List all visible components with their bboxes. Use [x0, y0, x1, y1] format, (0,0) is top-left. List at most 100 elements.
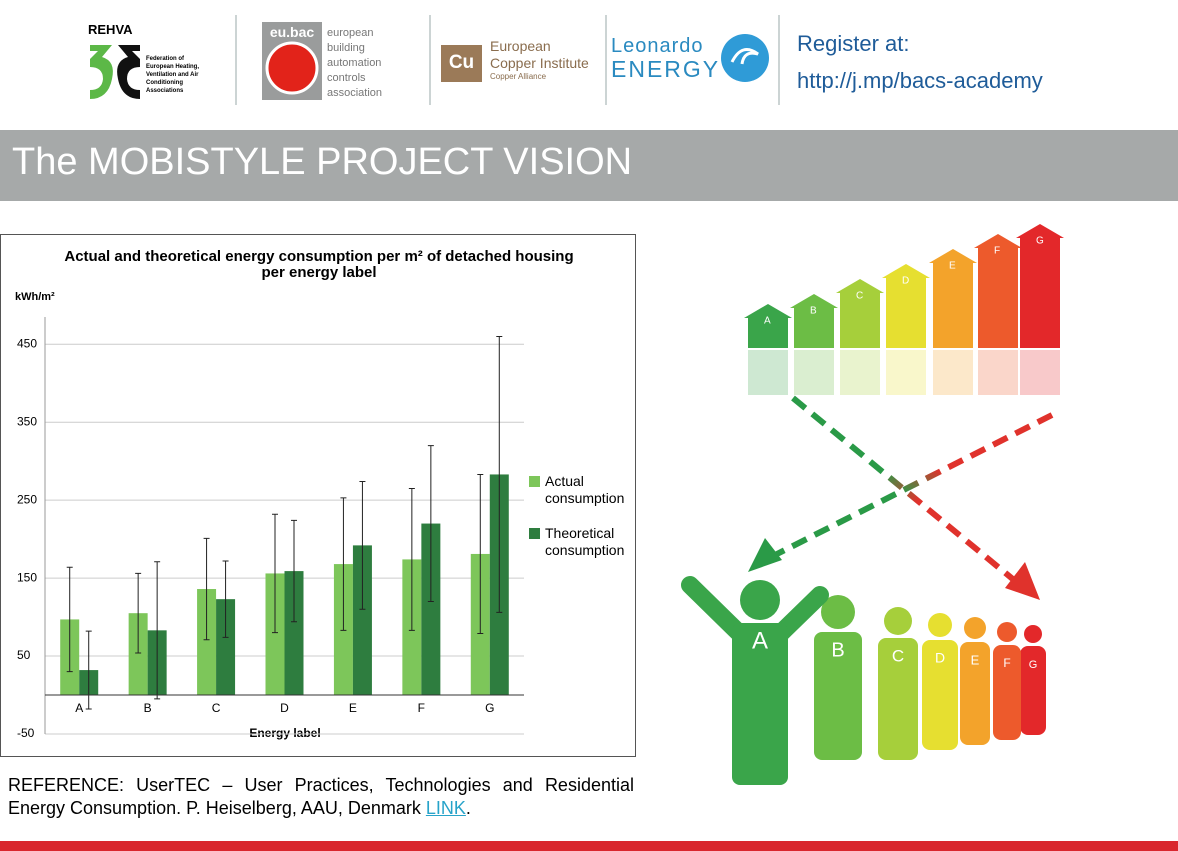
- y-tick-label: 150: [17, 570, 37, 584]
- eubac-text: european building automation controls associ…: [327, 26, 382, 101]
- banner: [0, 130, 1178, 201]
- house-body: [748, 318, 788, 348]
- person-letter: F: [1003, 656, 1010, 670]
- house-roof: [1016, 224, 1064, 238]
- reference-link[interactable]: LINK: [425, 798, 466, 818]
- house-letter: F: [994, 246, 1000, 257]
- error-bar: [272, 513, 278, 634]
- person-head: [821, 595, 855, 629]
- bar: [216, 599, 236, 696]
- person-head: [740, 580, 780, 620]
- arrow-head: [1005, 562, 1040, 600]
- x-tick-label: G: [485, 701, 494, 715]
- x-tick-label: F: [418, 701, 425, 715]
- bar: [265, 573, 285, 696]
- bar: [352, 545, 372, 696]
- error-bar: [222, 560, 229, 638]
- house-roof: [929, 249, 977, 263]
- legend: Actual consumption Theoretical consumptio…: [529, 473, 633, 577]
- register-url: http://j.mp/bacs-academy: [797, 68, 1043, 93]
- house-reflection: [794, 350, 834, 395]
- cu-box: [441, 45, 482, 82]
- house-reflection: [1020, 350, 1060, 395]
- leonardo-2: ENERGY: [611, 56, 721, 82]
- bar: [197, 589, 217, 696]
- copper-text: European Copper Institute: [490, 38, 589, 72]
- legend-label: Actual consumption: [545, 473, 625, 506]
- bar: [284, 571, 304, 696]
- rehva-name: REHVA: [88, 22, 133, 37]
- house-body: [794, 308, 834, 348]
- error-bar: [477, 473, 484, 634]
- chart: Actual and theoretical energy consumptio…: [15, 248, 574, 740]
- house-body: [840, 293, 880, 348]
- house-roof: [974, 234, 1022, 248]
- eubac-line: automation: [327, 57, 382, 69]
- error-bar: [427, 445, 434, 602]
- person-body: [922, 640, 958, 750]
- error-bar: [496, 335, 503, 613]
- person-body: [814, 632, 862, 760]
- house-letter: D: [902, 276, 909, 287]
- person-head: [928, 613, 952, 637]
- x-tick-label: E: [349, 701, 357, 715]
- person-body: [1020, 646, 1046, 735]
- arrow-line: [773, 412, 1054, 558]
- error-bar: [359, 480, 366, 610]
- chart-title: per energy label: [261, 264, 376, 281]
- x-tick-label: D: [280, 701, 289, 715]
- house-letter: G: [1036, 236, 1044, 247]
- error-bar: [203, 537, 210, 641]
- bar: [128, 613, 148, 696]
- reference: REFERENCE: UserTEC – User Practices, Tec…: [8, 774, 634, 820]
- register-label: Register at:: [797, 31, 910, 56]
- house-letter: B: [810, 306, 817, 317]
- person-head: [884, 607, 912, 635]
- house-reflection: [886, 350, 926, 395]
- person-letter: B: [831, 639, 844, 661]
- arrow-head: [748, 538, 782, 572]
- error-bar: [154, 561, 161, 700]
- eubac-line: european: [327, 27, 374, 39]
- banner-title: The MOBISTYLE PROJECT VISION: [12, 141, 633, 183]
- eubac-line: controls: [327, 72, 366, 84]
- y-axis-label: kWh/m²: [15, 291, 55, 303]
- leonardo-swirl: [730, 48, 759, 65]
- legend-item: Theoretical consumption: [529, 525, 633, 559]
- y-tick-label: 250: [17, 492, 37, 506]
- y-tick-label: -50: [17, 726, 35, 740]
- y-tick-label: 350: [17, 414, 37, 428]
- houses: A B C D E F G: [744, 224, 1064, 395]
- house-body: [1020, 238, 1060, 348]
- x-tick-label: C: [212, 701, 221, 715]
- legend-swatch: [529, 476, 540, 487]
- error-bar: [408, 487, 415, 631]
- house-reflection: [840, 350, 880, 395]
- person-letter: D: [935, 650, 945, 666]
- x-tick-label: B: [144, 701, 152, 715]
- house-body: [978, 248, 1018, 348]
- reference-text: REFERENCE: UserTEC – User Practices, Tec…: [8, 775, 634, 818]
- house-roof: [790, 294, 838, 308]
- person-head: [997, 622, 1017, 642]
- eubac-line: association: [327, 87, 383, 99]
- rehva-logo: [90, 45, 113, 99]
- person-letter: G: [1029, 659, 1038, 671]
- rehva-logo-e: [117, 45, 140, 99]
- house-body: [933, 263, 973, 348]
- bar: [421, 523, 441, 696]
- reference-end: .: [465, 798, 471, 818]
- error-bar: [85, 630, 92, 710]
- cu-symbol: Cu: [448, 52, 475, 73]
- rehva-tagline: Federation of European Heating, Ventilat…: [146, 56, 200, 94]
- house-letter: E: [949, 261, 956, 272]
- separators: [235, 15, 780, 105]
- error-bar: [135, 572, 142, 654]
- eubac-name: eu.bac: [269, 24, 315, 40]
- eubac-line: building: [327, 42, 365, 54]
- leonardo-1: Leonardo: [611, 35, 704, 57]
- house-reflection: [978, 350, 1018, 395]
- person-letter: E: [971, 652, 980, 667]
- legend-label: Theoretical consumption: [545, 525, 625, 558]
- person-letter: C: [892, 646, 904, 665]
